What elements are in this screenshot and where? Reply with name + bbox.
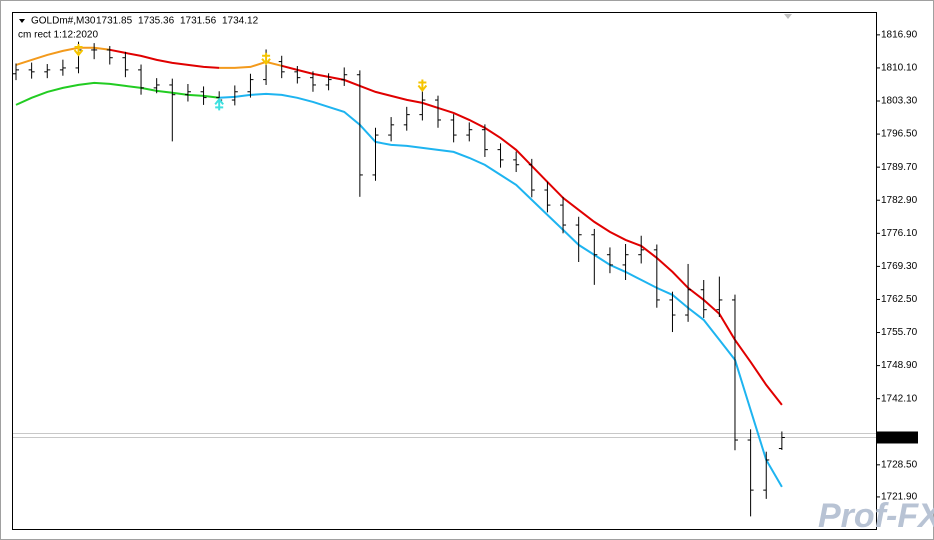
header-value: 1731.85 (96, 16, 133, 27)
price-tag (876, 431, 918, 444)
y-tick-label: 1782.90 (881, 195, 918, 206)
y-tick-label: 1816.90 (881, 30, 918, 41)
y-tick-label: 1789.70 (881, 162, 918, 173)
signal-arrow (214, 97, 224, 111)
y-tick-label: 1762.50 (881, 294, 918, 305)
signal-arrow (417, 79, 428, 93)
watermark: Prof-FX (818, 497, 934, 535)
y-tick-label: 1728.50 (881, 459, 918, 470)
y-tick-label: 1748.90 (881, 360, 918, 371)
subtitle: cm rect 1:12:2020 (18, 30, 98, 41)
y-tick-label: 1742.10 (881, 393, 918, 404)
signal-arrow (73, 43, 84, 57)
y-tick-label: 1755.70 (881, 327, 918, 338)
header-value: 1734.12 (222, 16, 259, 27)
y-tick-label: 1721.90 (881, 492, 918, 503)
header-value: 1731.56 (180, 16, 217, 27)
plot-frame (12, 12, 877, 530)
symbol: GOLDm#,M30 (31, 16, 96, 27)
menu-triangle (19, 19, 25, 23)
signal-arrow (261, 52, 271, 66)
y-tick-label: 1810.10 (881, 63, 918, 74)
shift-marker (784, 14, 792, 19)
y-tick-label: 1776.10 (881, 228, 918, 239)
y-tick-label: 1803.30 (881, 96, 918, 107)
y-tick-label: 1769.30 (881, 261, 918, 272)
y-tick-label: 1796.50 (881, 129, 918, 140)
header-value: 1735.36 (138, 16, 175, 27)
price-tag-label: 1734.12 (879, 432, 916, 443)
